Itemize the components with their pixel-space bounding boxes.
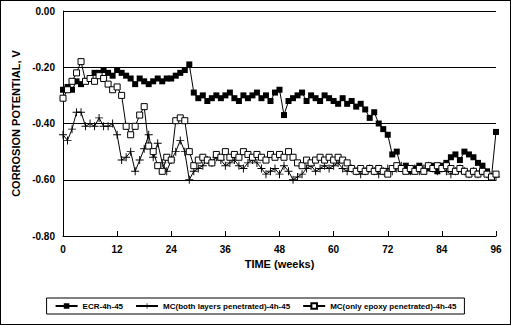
svg-text:CORROSION POTENTIAL, V: CORROSION POTENTIAL, V [10, 50, 22, 197]
svg-text:48: 48 [274, 244, 286, 255]
svg-text:MC(both layers penetrated)-4h-: MC(both layers penetrated)-4h-45 [163, 302, 291, 311]
svg-text:24: 24 [166, 244, 178, 255]
svg-text:0: 0 [60, 244, 66, 255]
svg-text:MC(only epoxy penetrated)-4h-4: MC(only epoxy penetrated)-4h-45 [330, 302, 457, 311]
svg-text:84: 84 [436, 244, 448, 255]
svg-text:96: 96 [490, 244, 502, 255]
svg-text:60: 60 [328, 244, 340, 255]
svg-text:-0.20: -0.20 [32, 62, 55, 73]
svg-text:-0.60: -0.60 [32, 174, 55, 185]
svg-text:36: 36 [220, 244, 232, 255]
svg-text:-0.80: -0.80 [32, 231, 55, 242]
svg-text:ECR-4h-45: ECR-4h-45 [83, 302, 124, 311]
svg-text:TIME (weeks): TIME (weeks) [245, 258, 315, 270]
svg-text:0.00: 0.00 [36, 6, 56, 17]
svg-text:-0.40: -0.40 [32, 118, 55, 129]
svg-text:12: 12 [112, 244, 124, 255]
svg-text:72: 72 [382, 244, 394, 255]
